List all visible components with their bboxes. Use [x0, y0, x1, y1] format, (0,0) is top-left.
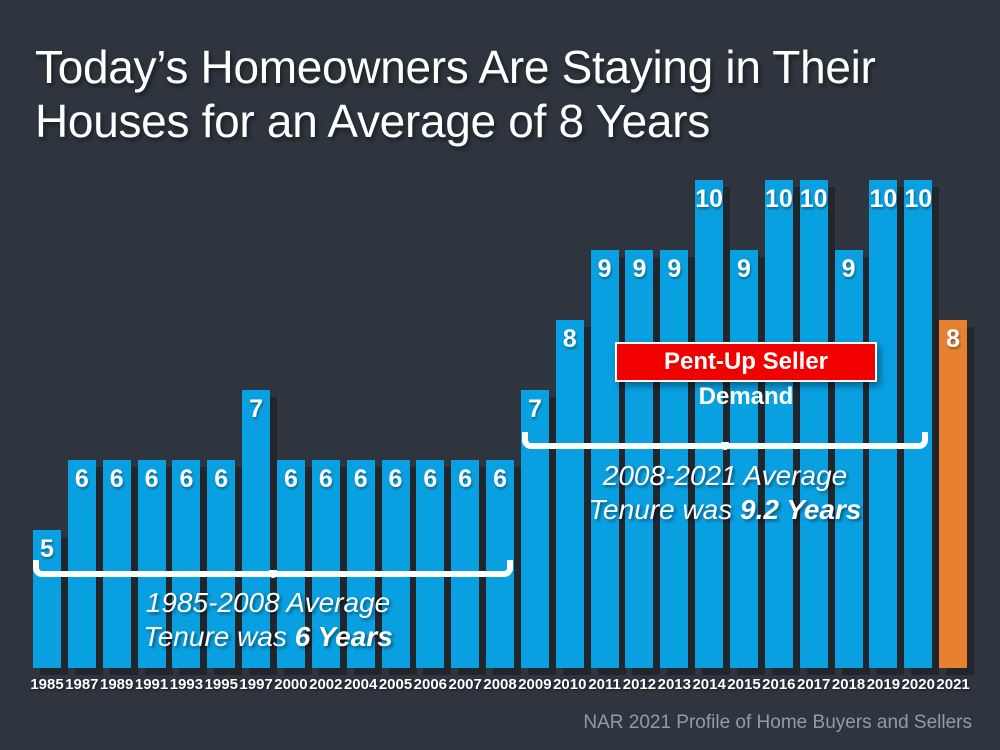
- bar-value-2006: 6: [423, 465, 438, 493]
- x-axis-label-1985: 1985: [30, 676, 64, 693]
- bar-value-2010: 8: [562, 325, 577, 353]
- bracket-2008-2021: [522, 432, 928, 450]
- x-axis-label-2002: 2002: [309, 676, 343, 693]
- bar-value-2020: 10: [904, 185, 933, 213]
- bar-value-2009: 7: [527, 395, 542, 423]
- x-axis-label-2016: 2016: [762, 676, 796, 693]
- bar-value-2011: 9: [597, 255, 612, 283]
- bar-value-1985: 5: [40, 535, 54, 563]
- x-axis-label-1989: 1989: [100, 676, 134, 693]
- x-axis-label-1993: 1993: [169, 676, 204, 693]
- x-axis-label-2004: 2004: [343, 676, 378, 693]
- x-axis-label-2017: 2017: [797, 676, 831, 693]
- x-axis-label-1987: 1987: [65, 676, 99, 693]
- x-axis-label-2007: 2007: [448, 676, 482, 693]
- x-axis-label-2008: 2008: [483, 676, 517, 693]
- bar-2015: 9: [730, 250, 758, 668]
- bar-value-2008: 6: [493, 465, 507, 493]
- bar-2000: 6: [276, 460, 305, 668]
- bar-value-2005: 6: [388, 465, 403, 493]
- bar-2007: 6: [451, 460, 480, 668]
- bar-1995: 6: [207, 460, 236, 668]
- bar-value-2004: 6: [353, 465, 368, 493]
- bracket-nub: [269, 570, 277, 578]
- bar-value-2012: 9: [632, 255, 647, 283]
- bar-2002: 6: [311, 460, 340, 668]
- bar-2017: 10: [799, 180, 828, 668]
- annotation-line: 1985-2008 Average: [145, 587, 391, 618]
- x-axis-label-1991: 1991: [134, 676, 169, 693]
- bar-2014: 10: [695, 180, 724, 668]
- bar-1993: 6: [172, 460, 201, 668]
- bar-2019: 10: [869, 180, 898, 668]
- bar-value-2016: 10: [764, 185, 793, 213]
- annotation-line: Tenure was 6 Years: [143, 621, 393, 652]
- bar-2005: 6: [381, 460, 410, 668]
- bar-value-2002: 6: [318, 465, 333, 493]
- bar-value-1991: 6: [144, 465, 159, 493]
- x-axis-label-2020: 2020: [901, 676, 935, 693]
- page-title: Today’s Homeowners Are Staying in Their …: [35, 41, 876, 147]
- bar-value-1995: 6: [214, 465, 229, 493]
- x-axis-label-2006: 2006: [413, 676, 448, 693]
- x-axis-label-2005: 2005: [378, 676, 413, 693]
- bar-value-2018: 9: [841, 255, 856, 283]
- x-axis-label-2011: 2011: [588, 676, 621, 693]
- bar-2006: 6: [416, 460, 445, 668]
- bar-2012: 9: [625, 250, 654, 668]
- bar-1987: 6: [67, 460, 96, 668]
- pent-up-seller-demand-label: Pent-Up Seller Demand: [615, 342, 877, 410]
- x-axis-label-1995: 1995: [204, 676, 238, 693]
- bar-value-2007: 6: [458, 465, 473, 493]
- bar-value-2015: 9: [737, 255, 751, 283]
- x-axis-label-2014: 2014: [692, 676, 726, 693]
- x-axis-label-2021: 2021: [936, 676, 970, 693]
- bar-1997: 7: [242, 390, 271, 668]
- x-axis-label-2015: 2015: [727, 676, 761, 693]
- x-axis-label-2018: 2018: [831, 676, 866, 693]
- bar-2016: 10: [764, 180, 793, 668]
- bar-2020: 10: [904, 180, 933, 668]
- bar-value-1989: 6: [109, 465, 124, 493]
- bar-2010: 8: [555, 320, 584, 668]
- x-axis-label-2000: 2000: [274, 676, 308, 693]
- bar-2018: 9: [834, 250, 863, 668]
- bracket-nub: [721, 442, 729, 450]
- x-axis-label-2012: 2012: [622, 676, 657, 693]
- bar-value-1997: 7: [249, 395, 264, 423]
- bar-2011: 9: [590, 250, 619, 668]
- x-axis: 1985 1987 1989 1991 1993 1995 1997 2000 2002 2004…: [0, 676, 1000, 698]
- bar-value-2014: 10: [695, 185, 724, 213]
- bar-1989: 6: [102, 460, 131, 668]
- bar-value-2013: 9: [667, 255, 682, 283]
- bar-value-2019: 10: [869, 185, 898, 213]
- bar-value-1993: 6: [179, 465, 194, 493]
- x-axis-label-2010: 2010: [553, 676, 587, 693]
- bar-1991: 6: [137, 460, 166, 668]
- x-axis-label-2009: 2009: [518, 676, 552, 693]
- x-axis-label-2019: 2019: [866, 676, 901, 693]
- bar-value-2021: 8: [946, 325, 961, 353]
- annotation-1985-2008: 1985-2008 Average Tenure was 6 Years: [88, 586, 448, 654]
- bar-1985: 5: [33, 530, 61, 668]
- source-credit: NAR 2021 Profile of Home Buyers and Sell…: [583, 712, 972, 733]
- annotation-line: 2008-2021 Average: [602, 460, 848, 491]
- annotation-line: Tenure was 9.2 Years: [588, 494, 862, 525]
- bar-2021: 8: [939, 320, 968, 668]
- bar-2004: 6: [346, 460, 375, 668]
- bracket-1985-2008: [33, 560, 513, 578]
- bar-value-2017: 10: [799, 185, 828, 213]
- bar-value-2000: 6: [283, 465, 298, 493]
- bar-value-1987: 6: [74, 465, 89, 493]
- x-axis-label-1997: 1997: [239, 676, 273, 693]
- bar-2013: 9: [660, 250, 689, 668]
- x-axis-label-2013: 2013: [657, 676, 691, 693]
- annotation-2008-2021: 2008-2021 Average Tenure was 9.2 Years: [545, 459, 905, 527]
